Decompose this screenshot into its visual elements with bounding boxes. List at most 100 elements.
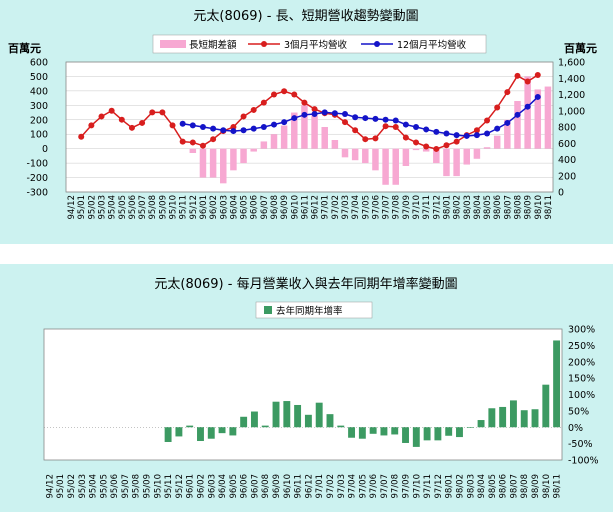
chart2-x-tick-label: 95/08 — [132, 474, 142, 499]
chart1-bar — [504, 119, 511, 149]
chart2-bar — [272, 401, 280, 428]
chart1-bar — [301, 105, 308, 149]
chart1-x-tick-label: 95/03 — [98, 195, 108, 220]
chart1-left-tick-label: 0 — [42, 144, 48, 155]
chart1-red-point — [78, 133, 85, 140]
chart2-right-tick-label: -100% — [568, 456, 599, 467]
chart2-bar — [283, 401, 291, 428]
chart1-red-point — [128, 124, 135, 131]
chart1-plot-border — [65, 61, 554, 193]
chart1-blue-point — [352, 114, 359, 121]
chart1-red-point — [534, 72, 541, 78]
chart1-red-point — [139, 119, 146, 126]
chart1-blue-point — [524, 103, 531, 110]
chart2-x-tick-label: 95/01 — [56, 474, 66, 499]
chart1-blue-point — [210, 125, 217, 132]
chart1-red-point — [210, 136, 217, 143]
chart2-x-tick-label: 97/06 — [369, 474, 379, 499]
chart1-blue-point — [484, 130, 491, 137]
chart2-x-tick-label: 94/12 — [45, 474, 55, 499]
chart1-red-point — [240, 113, 247, 120]
chart2-x-tick-label: 98/07 — [509, 474, 519, 499]
chart2-bar — [456, 427, 463, 438]
chart1-blue-point — [199, 124, 206, 130]
chart1-title: 元太(8069) - 長、短期營收趨勢變動圖 — [193, 8, 418, 24]
chart1-x-tick-label: 96/01 — [199, 195, 209, 220]
chart1-blue-point — [423, 126, 430, 133]
chart1-right-tick-label: 600 — [558, 139, 576, 150]
legend-green-label: 去年同期年增率 — [276, 305, 343, 317]
chart1-blue-point — [301, 111, 308, 118]
chart2-x-tick-label: 95/12 — [175, 474, 185, 499]
chart2-right-tick-label: 200% — [568, 357, 595, 368]
chart1-bar — [483, 147, 491, 149]
chart1-x-tick-label: 95/10 — [169, 195, 179, 220]
chart2-x-tick-label: 98/02 — [455, 474, 465, 499]
chart1-blue-point — [260, 124, 267, 130]
yoy-growth-chart-panel: 元太(8069) - 每月營業收入與去年同期年增率變動圖 去年同期年增率 -10… — [0, 264, 613, 512]
chart1-bar — [260, 141, 268, 149]
chart1-bar — [534, 89, 542, 149]
chart2-bar — [207, 427, 215, 439]
chart1-bar — [402, 148, 410, 166]
chart2-x-tick-label: 96/06 — [240, 474, 250, 499]
chart1-left-tick-label: -300 — [26, 188, 48, 199]
chart1-bar — [220, 148, 227, 184]
chart1-blue-point — [179, 120, 186, 127]
chart1-x-tick-label: 95/05 — [118, 195, 128, 220]
chart1-bar — [199, 148, 207, 178]
chart2-bar — [445, 427, 453, 436]
chart1-x-tick-label: 95/08 — [148, 195, 158, 220]
chart1-legend: 長短期差額 3個月平均營收 12個月平均營收 — [152, 34, 487, 54]
legend-green-swatch — [264, 306, 272, 314]
chart1-bar — [321, 127, 328, 149]
chart1-x-tick-label: 95/09 — [158, 195, 168, 220]
chart2-x-tick-label: 97/01 — [315, 474, 325, 499]
chart1-bar — [493, 135, 501, 149]
chart2-right-tick-label: 250% — [568, 341, 595, 352]
chart1-bar — [351, 148, 359, 161]
chart2-x-tick-label: 97/04 — [348, 474, 358, 499]
chart2-plot-area: -100%-50%0%50%100%150%200%250%300%94/12 9… — [43, 325, 599, 499]
chart2-bar — [175, 427, 183, 437]
chart1-x-tick-label: 97/12 — [432, 195, 442, 220]
chart2-bar — [337, 425, 345, 428]
chart2-x-tick-label: 95/10 — [153, 474, 163, 499]
chart2-x-tick-label: 95/04 — [89, 474, 99, 499]
chart2-bar — [391, 427, 399, 435]
chart1-x-tick-label: 97/10 — [412, 195, 422, 220]
chart2-x-tick-label: 96/04 — [218, 474, 228, 499]
chart1-bar — [331, 140, 339, 149]
chart1-x-tick-label: 96/10 — [290, 195, 300, 220]
chart2-bar — [423, 427, 431, 441]
chart1-x-tick-label: 95/06 — [128, 195, 138, 220]
chart1-blue-point — [281, 119, 288, 126]
chart1-x-tick-label: 97/08 — [392, 195, 402, 220]
revenue-trend-chart-panel: 元太(8069) - 長、短期營收趨勢變動圖 百萬元 百萬元 長短期差額 3個月… — [0, 0, 613, 244]
chart1-x-tick-label: 98/07 — [503, 195, 513, 220]
chart1-x-tick-label: 95/12 — [189, 195, 199, 220]
legend-blue-label: 12個月平均營收 — [397, 39, 467, 51]
chart1-blue-point — [402, 121, 409, 128]
chart2-x-tick-label: 98/11 — [553, 474, 563, 499]
chart2-x-tick-label: 98/04 — [477, 474, 487, 499]
chart2-bar — [477, 420, 485, 428]
chart2-x-tick-label: 95/09 — [143, 474, 153, 499]
chart1-blue-point — [534, 93, 541, 100]
chart1-x-tick-label: 97/06 — [371, 195, 381, 220]
chart1-bar — [544, 86, 552, 149]
chart2-bar — [542, 384, 550, 428]
chart1-bar — [311, 115, 318, 149]
chart1-bar — [240, 148, 247, 164]
chart1-bar — [412, 148, 420, 151]
chart2-x-tick-label: 97/08 — [391, 474, 401, 499]
chart2-right-tick-label: 50% — [568, 406, 589, 417]
chart2-bar — [520, 410, 528, 428]
chart1-red-point — [189, 139, 196, 146]
chart2-x-tick-label: 96/07 — [250, 474, 260, 499]
chart2-x-tick-label: 95/03 — [78, 474, 88, 499]
chart1-x-tick-label: 98/05 — [483, 195, 493, 220]
chart1-red-point — [342, 119, 349, 126]
chart1-x-tick-label: 97/03 — [341, 195, 351, 220]
chart2-right-tick-label: 150% — [568, 374, 595, 385]
